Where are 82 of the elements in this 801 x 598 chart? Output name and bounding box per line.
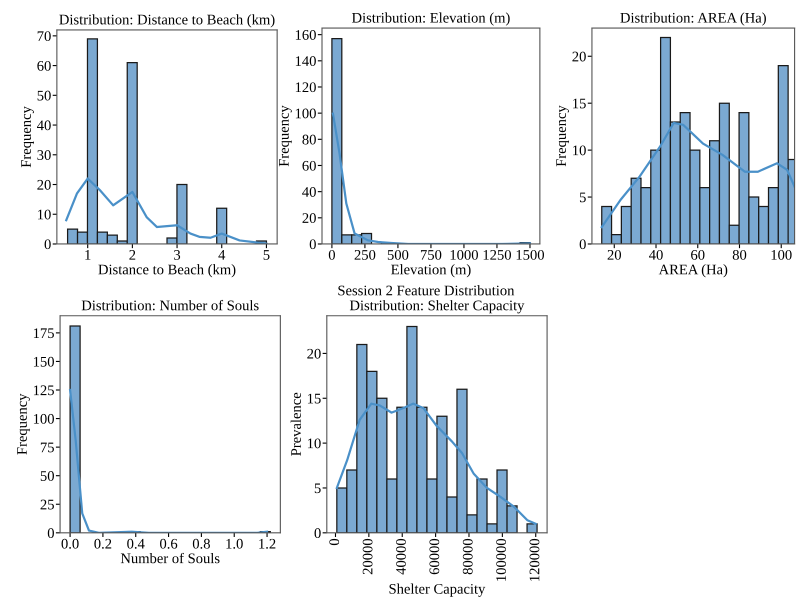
y-tick-label: 120	[296, 82, 316, 92]
x-tick-label: 100	[772, 250, 792, 260]
x-tick-label: 0	[328, 250, 335, 260]
x-tick-label: 3	[174, 250, 180, 260]
y-tick-label: 0	[314, 528, 321, 538]
x-axis-title: AREA (Ha)	[658, 264, 728, 278]
x-tick-label: 60	[691, 250, 704, 260]
y-tick-label: 40	[302, 187, 316, 197]
y-tick-label: 0	[48, 528, 54, 538]
x-tick-label: 1.2	[259, 538, 276, 549]
chart-title: Distribution: AREA (Ha)	[620, 12, 766, 26]
x-tick-label: 0.8	[192, 538, 210, 549]
y-tick-label: 50	[40, 471, 54, 481]
y-tick-label: 20	[307, 348, 321, 359]
x-tick-label: 4	[218, 250, 226, 260]
y-tick-label: 5	[580, 192, 586, 202]
y-axis-title: Frequency	[17, 394, 30, 455]
x-axis-title: Number of Souls	[120, 552, 220, 564]
x-tick-label: 5	[264, 250, 270, 260]
x-tick-label: 40000	[396, 538, 406, 575]
y-axis-title: Frequency	[21, 106, 34, 168]
x-tick-label: 120000	[530, 538, 540, 581]
x-tick-label: 1.0	[226, 538, 243, 549]
y-tick-label: 160	[296, 30, 316, 40]
x-tick-label: 40	[649, 250, 663, 260]
y-tick-label: 20	[37, 180, 51, 190]
x-axis-title: Distance to Beach (km)	[98, 264, 236, 278]
chart-title: Distribution: Number of Souls	[82, 300, 259, 310]
x-tick-label: 0.6	[160, 538, 178, 549]
y-tick-label: 60	[302, 160, 316, 171]
chart-title: Distribution: Shelter Capacity	[350, 300, 524, 314]
y-tick-label: 30	[37, 150, 51, 160]
y-tick-label: 100	[296, 108, 316, 118]
x-tick-label: 0.2	[94, 538, 112, 549]
chart-title: Distribution: Elevation (m)	[352, 12, 510, 26]
y-tick-label: 15	[573, 98, 586, 108]
y-axis-title: Frequency	[279, 105, 292, 166]
y-tick-label: 140	[296, 56, 316, 66]
y-tick-label: 75	[40, 442, 54, 452]
x-tick-label: 0.4	[127, 538, 145, 549]
x-axis-title: Elevation (m)	[391, 264, 471, 278]
y-tick-label: 80	[302, 134, 316, 145]
y-tick-label: 10	[38, 210, 51, 220]
x-tick-label: 750	[420, 250, 442, 260]
x-tick-label: 2	[129, 250, 136, 260]
x-tick-label: 0	[329, 538, 340, 546]
y-tick-label: 20	[572, 52, 586, 62]
x-tick-label: 1000	[450, 250, 478, 260]
x-tick-label: 250	[354, 250, 376, 260]
y-tick-label: 100	[34, 414, 54, 424]
y-tick-label: 10	[308, 438, 321, 448]
y-tick-label: 50	[38, 90, 51, 101]
y-tick-label: 60	[37, 60, 51, 71]
y-tick-label: 5	[314, 483, 321, 494]
y-axis-title: Prevalence	[290, 392, 301, 456]
x-tick-label: 500	[388, 250, 408, 260]
y-tick-label: 175	[34, 328, 54, 338]
x-tick-label: 20000	[362, 538, 373, 574]
text: Session 2 Feature Distribution	[338, 285, 514, 296]
y-tick-label: 0	[580, 239, 586, 250]
x-tick-label: 20	[608, 250, 622, 260]
x-tick-label: 1	[85, 250, 90, 260]
x-tick-label: 0.0	[62, 538, 79, 549]
x-tick-label: 80000	[462, 538, 473, 574]
x-axis-title: Shelter Capacity	[390, 584, 486, 597]
y-tick-label: 0	[310, 239, 316, 250]
y-tick-label: 10	[573, 145, 586, 156]
x-tick-label: 1250	[484, 250, 511, 260]
y-tick-label: 25	[40, 500, 54, 510]
chart-title: Distribution: Distance to Beach (km)	[59, 14, 274, 28]
y-tick-label: 40	[37, 120, 51, 130]
y-tick-label: 20	[302, 213, 316, 224]
y-tick-label: 125	[34, 385, 54, 396]
x-tick-label: 100000	[496, 538, 506, 581]
y-tick-label: 15	[308, 394, 321, 404]
y-tick-label: 150	[34, 356, 54, 367]
x-tick-label: 80	[732, 250, 746, 260]
x-tick-label: 60000	[429, 538, 440, 574]
y-tick-label: 0	[44, 239, 51, 250]
x-tick-label: 1500	[516, 250, 544, 260]
y-axis-title: Frequency	[556, 105, 570, 166]
y-tick-label: 70	[38, 31, 51, 42]
